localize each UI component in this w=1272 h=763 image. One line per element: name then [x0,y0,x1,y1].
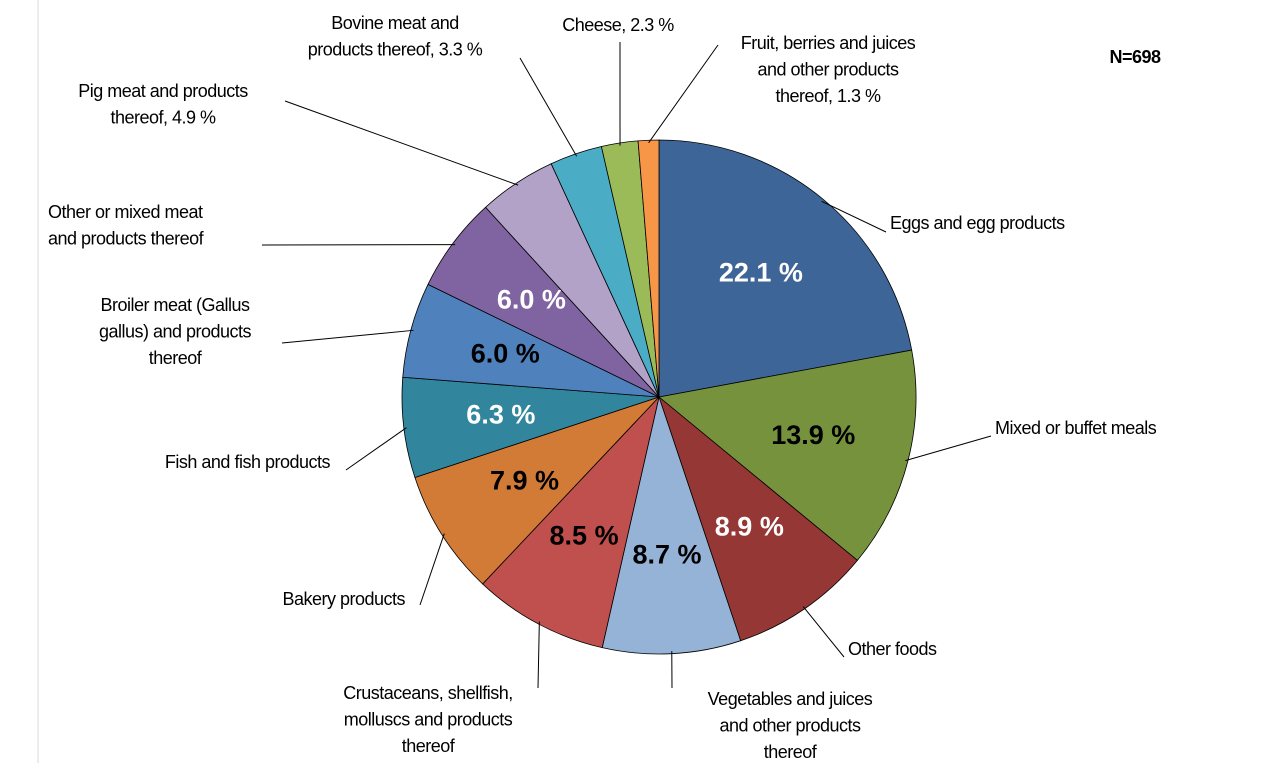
leader-line [519,57,578,157]
pie-slice [637,139,660,398]
label-line: Cheese, 2.3 % [562,15,674,35]
value-label: 13.9 % [771,420,855,450]
label-line: Vegetables and juices [708,689,873,709]
label-line: thereof, 4.9 % [110,107,216,127]
category-label: Pig meat and products thereof, 4.9 % [78,81,248,128]
label-line: Broiler meat (Gallus [100,295,250,315]
category-label: Vegetables and juices and other products t… [708,689,873,762]
label-line: Bakery products [282,589,405,609]
category-label: Other foods [848,639,937,659]
leader-line [284,100,519,186]
leader-line [648,44,719,144]
leader-line [419,533,445,606]
leader-line [802,606,845,658]
category-label: Cheese, 2.3 % [562,15,674,35]
value-label: 8.7 % [632,539,701,569]
pie-slice [658,139,913,398]
leader-line [345,427,407,471]
category-label: Bovine meat and products thereof, 3.3 % [308,13,483,60]
label-line: thereof [764,742,818,762]
label-line: and products thereof [48,228,205,248]
category-label: Fish and fish products [165,452,331,472]
label-line: Eggs and egg products [890,213,1065,233]
category-label: Crustaceans, shellfish, molluscs and prod… [343,683,513,756]
label-line: thereof [149,348,203,368]
value-label: 6.3 % [466,399,535,429]
label-line: thereof, 1.3 % [775,86,881,106]
label-line: Mixed or buffet meals [995,418,1157,438]
leader-line [905,435,992,462]
label-line: products thereof, 3.3 % [308,39,483,59]
category-label: Fruit, berries and juices and other produ… [741,33,916,106]
label-line: gallus) and products [99,321,252,341]
label-line: molluscs and products [344,709,513,729]
value-label: 8.5 % [550,521,619,551]
pie-slice [414,396,660,585]
label-line: thereof [402,736,456,756]
category-label: Broiler meat (Gallus gallus) and products… [99,295,252,368]
label-line: Other or mixed meat [48,202,203,222]
category-label: Eggs and egg products [890,213,1065,233]
pie-slice [658,349,917,561]
category-label: Mixed or buffet meals [995,418,1157,438]
label-line: Other foods [848,639,937,659]
label-line: and other products [719,715,861,735]
label-line: Pig meat and products [78,81,248,101]
label-line: Bovine meat and [331,13,459,33]
label-line: Fish and fish products [165,452,331,472]
category-label: Bakery products [282,589,405,609]
leader-line [821,200,887,233]
value-label: 8.9 % [715,511,784,541]
pie-slice [482,395,660,649]
label-line: Crustaceans, shellfish, [343,683,513,703]
annotation: N=698 [1109,47,1161,67]
value-label: 6.0 % [471,338,540,368]
value-label: 7.9 % [490,466,559,496]
value-label: 6.0 % [497,285,566,315]
category-label: Other or mixed meat and products thereof [48,202,205,249]
label-line: Fruit, berries and juices [741,33,916,53]
leader-line [537,621,540,689]
value-label: 22.1 % [719,258,803,288]
leader-line [281,329,414,344]
label-line: and other products [757,59,899,79]
